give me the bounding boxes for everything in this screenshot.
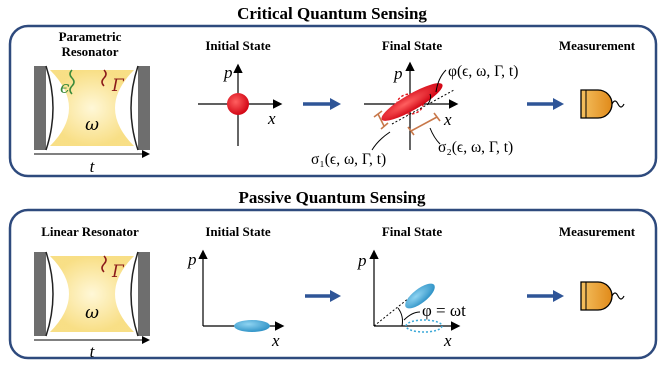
parametric-resonator-label-1: Parametric <box>59 29 122 44</box>
p-axis-label: p <box>223 63 233 82</box>
bottom-final-phase-space: p x φ = ωt <box>357 249 466 350</box>
time-symbol: t <box>90 342 96 361</box>
top-measurement-label: Measurement <box>559 38 636 53</box>
phase-pointer <box>403 311 421 321</box>
drive-wave-icon <box>69 69 75 95</box>
parametric-resonator: ϵ Γ ω t <box>34 65 150 176</box>
rotated-state-ellipse <box>405 283 435 309</box>
bottom-initial-state-label: Initial State <box>205 224 271 239</box>
initial-state-outline <box>405 319 443 333</box>
right-mirror-curve <box>130 65 139 151</box>
top-initial-phase-space: p x <box>198 63 283 146</box>
top-panel-frame <box>8 24 658 178</box>
sigma2-pointer <box>429 127 441 145</box>
top-arrow-1 <box>303 98 341 110</box>
epsilon-symbol: ϵ <box>60 78 70 98</box>
top-final-state-label: Final State <box>382 38 443 53</box>
phase-line <box>373 293 415 327</box>
sigma1-expression: σ₁(ϵ, ω, Γ, t) <box>311 151 386 168</box>
loss-wave-icon <box>101 255 107 273</box>
left-mirror-curve <box>45 251 54 337</box>
left-mirror-curve <box>45 65 54 151</box>
bottom-arrow-2 <box>527 290 564 302</box>
coherent-state-circle <box>227 93 249 115</box>
omega-symbol: ω <box>85 303 99 323</box>
cavity-glow <box>50 70 134 146</box>
sigma1-pointer <box>371 131 391 151</box>
phase-angle-arc <box>397 307 403 327</box>
linear-resonator: Γ ω t <box>34 251 150 361</box>
bottom-arrow-1 <box>305 290 341 302</box>
bottom-final-state-label: Final State <box>382 224 443 239</box>
x-axis-label: x <box>267 109 276 128</box>
bottom-initial-phase-space: p x <box>187 249 285 350</box>
p-axis-label: p <box>393 64 403 83</box>
left-mirror <box>34 252 46 336</box>
right-mirror-curve <box>130 251 139 337</box>
x-axis-label: x <box>443 110 452 129</box>
x-axis-label: x <box>271 331 280 350</box>
p-axis-label: p <box>187 250 197 269</box>
bottom-panel-title: Passive Quantum Sensing <box>238 188 426 207</box>
top-detector-icon <box>580 89 625 119</box>
sigma1-brace <box>373 110 389 130</box>
sigma2-brace <box>407 112 441 136</box>
top-panel-title: Critical Quantum Sensing <box>237 4 427 23</box>
bottom-detector-icon <box>580 281 625 311</box>
left-mirror <box>34 66 46 150</box>
time-symbol: t <box>90 157 96 176</box>
phase-expression: φ = ωt <box>422 301 466 320</box>
squeezed-state-ellipse <box>381 83 443 121</box>
right-mirror <box>138 252 150 336</box>
phase-pointer <box>435 69 447 93</box>
x-axis-label: x <box>443 331 452 350</box>
sigma2-expression: σ₂(ϵ, ω, Γ, t) <box>438 139 513 156</box>
bottom-panel-frame <box>8 208 658 360</box>
loss-wave-icon <box>101 69 107 87</box>
parametric-resonator-label-2: Resonator <box>61 44 118 59</box>
omega-symbol: ω <box>85 115 99 135</box>
gamma-symbol: Γ <box>111 262 125 282</box>
linear-resonator-label: Linear Resonator <box>41 224 139 239</box>
bottom-measurement-label: Measurement <box>559 224 636 239</box>
top-arrow-2 <box>527 98 564 110</box>
cavity-glow <box>50 256 134 332</box>
squeezed-state-ellipse <box>234 320 270 332</box>
p-axis-label: p <box>357 251 367 270</box>
right-mirror <box>138 66 150 150</box>
phase-expression: φ(ϵ, ω, Γ, t) <box>448 63 518 80</box>
top-initial-state-label: Initial State <box>205 38 271 53</box>
phase-angle-arc <box>427 93 432 105</box>
gamma-symbol: Γ <box>111 76 125 96</box>
top-final-phase-space: p x φ(ϵ, ω, Γ, t) σ₁(ϵ, ω, Γ, t) σ₂(ϵ, ω… <box>311 61 518 168</box>
